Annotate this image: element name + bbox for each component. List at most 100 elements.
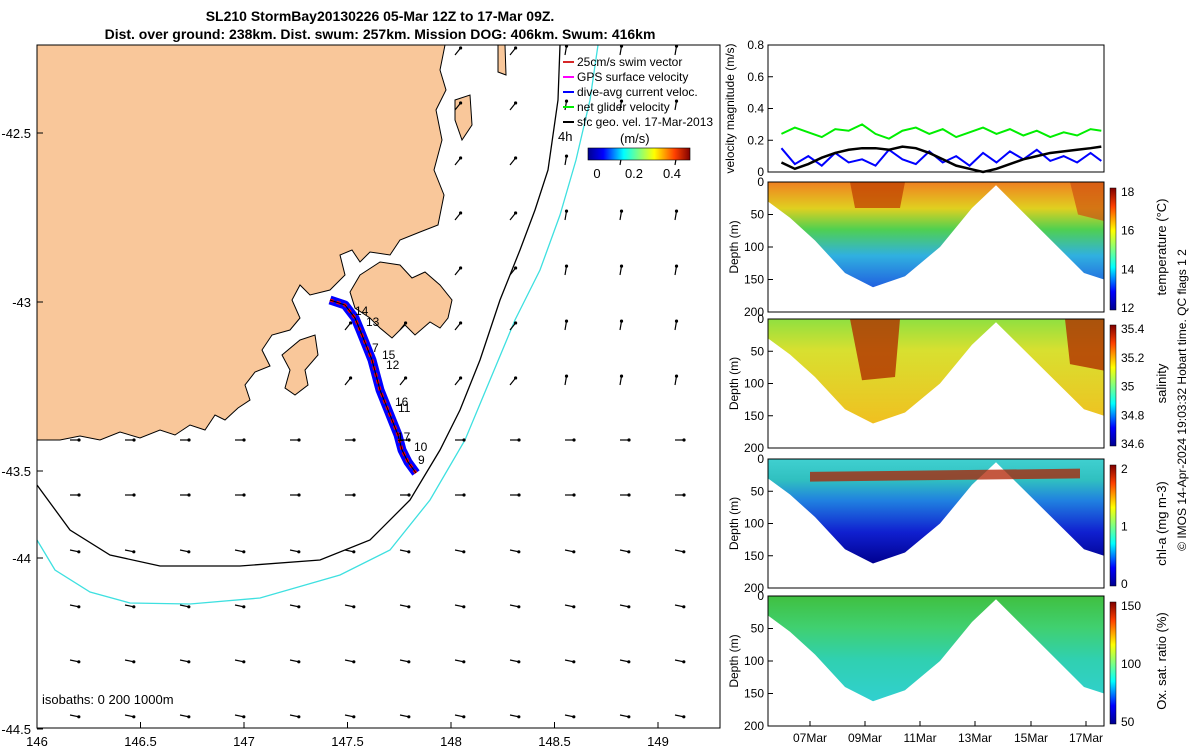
arrow-head <box>242 438 246 442</box>
arrow-head <box>297 438 301 442</box>
track-label: 10 <box>414 440 428 454</box>
section-y-label: 150 <box>744 549 764 563</box>
arrow-head <box>352 605 356 609</box>
colorbar-tick-1: 0.2 <box>625 166 643 181</box>
track-label: 16 <box>395 395 409 409</box>
arrow-head <box>297 715 301 719</box>
map-x-tick-label: 149 <box>647 734 669 749</box>
map-x-ticks: 146 146.5 147 147.5 148 148.5 149 <box>26 722 669 749</box>
arrow-head <box>458 101 463 105</box>
arrow-head <box>407 438 411 442</box>
time-tick-label: 13Mar <box>958 731 992 745</box>
arrow-head <box>242 550 246 554</box>
arrow-head <box>132 660 136 664</box>
arrow-head <box>242 715 246 719</box>
vel-series-line <box>781 123 1102 140</box>
colorbar-tick-label: 34.8 <box>1121 408 1145 422</box>
bruny-island <box>281 334 319 396</box>
map-colorbar <box>587 147 691 161</box>
arrow-head <box>403 321 408 325</box>
section-ylabel: Depth (m) <box>727 220 741 273</box>
arrow-head <box>517 438 521 442</box>
arrow-head <box>682 493 686 497</box>
arrow-head <box>77 605 81 609</box>
track-label: 17 <box>397 430 411 444</box>
section-y-label: 50 <box>751 622 765 636</box>
land-mass <box>37 45 447 441</box>
track-center-line <box>329 299 417 474</box>
chart-title-line1: SL210 StormBay20130226 05-Mar 12Z to 17-… <box>205 8 555 24</box>
legend-4h: 4h <box>558 129 572 144</box>
section-y-label: 100 <box>744 654 764 668</box>
velocity-arrow <box>730 211 732 220</box>
vel-y-label: 0 <box>757 165 764 179</box>
time-tick-label: 15Mar <box>1014 731 1048 745</box>
colorbar-tick-2: 0.4 <box>663 166 681 181</box>
arrow-head <box>513 211 518 215</box>
section-y-label: 150 <box>744 687 764 701</box>
arrow-head <box>627 605 631 609</box>
arrow-head <box>682 438 686 442</box>
velocity-panel: 0 0.2 0.4 0.6 0.8 velocity magnitude (m/s) <box>723 38 1105 179</box>
arrow-head <box>352 550 356 554</box>
colorbar-tick-label: 100 <box>1121 657 1141 671</box>
colorbar-tick-label: 12 <box>1121 301 1135 315</box>
arrow-head <box>407 493 411 497</box>
map-y-ticks: -42.5 -43 -43.5 -44 -44.5 <box>1 126 43 737</box>
arrow-head <box>674 209 679 213</box>
section-y-label: 200 <box>744 441 764 455</box>
arrow-head <box>730 320 733 323</box>
arrow-head <box>132 550 136 554</box>
arrow-head <box>572 493 576 497</box>
salinity-panel: 0 50 100 150 200 Depth (m) 34.6 34.8 35 35.2 35.4 s… <box>727 312 1169 455</box>
arrow-head <box>572 438 576 442</box>
section-y-label: 150 <box>744 273 764 287</box>
arrow-head <box>187 715 191 719</box>
arrow-head <box>462 605 466 609</box>
colorbar-tick-label: 14 <box>1121 262 1135 276</box>
arrow-head <box>513 46 518 50</box>
map-y-tick-label: -44.5 <box>1 722 31 737</box>
map-y-tick-label: -44 <box>12 551 31 566</box>
arrow-head <box>242 660 246 664</box>
arrow-head <box>517 715 521 719</box>
legend-label: net glider velocity <box>577 100 670 114</box>
isobaths-label: isobaths: 0 200 1000m <box>42 692 174 707</box>
section-y-label: 100 <box>744 517 764 531</box>
section-ylabel: Depth (m) <box>727 497 741 550</box>
map-x-tick-label: 147.5 <box>331 734 364 749</box>
section-y-label: 50 <box>751 208 765 222</box>
salty-core-2 <box>1065 319 1104 371</box>
arrow-head <box>627 660 631 664</box>
arrow-head <box>513 101 518 105</box>
arrow-head <box>517 550 521 554</box>
map-x-tick-label: 148.5 <box>538 734 571 749</box>
track-label: 12 <box>386 358 400 372</box>
isobath-200 <box>37 45 561 567</box>
arrow-head <box>352 438 356 442</box>
track-label: 15 <box>382 348 396 362</box>
tasman-peninsula <box>349 261 453 339</box>
track-label: 14 <box>355 304 369 318</box>
arrow-head <box>407 605 411 609</box>
section-y-label: 100 <box>744 240 764 254</box>
map-y-tick-label: -43.5 <box>1 464 31 479</box>
arrow-head <box>462 660 466 664</box>
legend-label: dive-avg current veloc. <box>577 85 698 99</box>
arrow-head <box>403 376 408 380</box>
section-data-area <box>768 182 1104 288</box>
arrow-head <box>564 319 569 323</box>
map-x-tick-label: 146 <box>26 734 48 749</box>
chart-title-line2: Dist. over ground: 238km. Dist. swum: 25… <box>104 26 656 42</box>
velocity-arrow <box>730 321 732 330</box>
arrow-head <box>462 715 466 719</box>
arrow-head <box>77 550 81 554</box>
vel-y-label: 0.4 <box>747 102 764 116</box>
vel-y-label: 0.2 <box>747 133 764 147</box>
arrow-head <box>674 99 679 103</box>
arrow-head <box>352 660 356 664</box>
legend-label: GPS surface velocity <box>577 70 688 84</box>
arrow-head <box>730 210 733 213</box>
